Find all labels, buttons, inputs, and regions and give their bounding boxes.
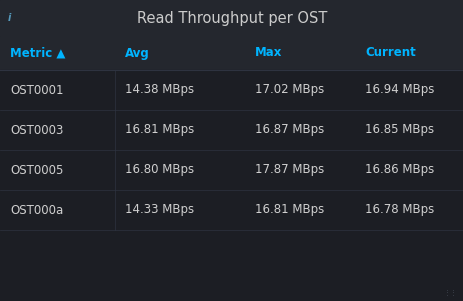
Text: OST000a: OST000a <box>10 203 63 216</box>
Text: OST0001: OST0001 <box>10 83 63 97</box>
Text: Metric ▲: Metric ▲ <box>10 46 65 60</box>
Bar <box>0 70 463 110</box>
Text: OST0005: OST0005 <box>10 163 63 176</box>
Bar <box>0 110 463 150</box>
Bar <box>0 230 463 301</box>
Text: 14.38 MBps: 14.38 MBps <box>125 83 194 97</box>
Text: 16.87 MBps: 16.87 MBps <box>255 123 324 136</box>
Text: 16.86 MBps: 16.86 MBps <box>364 163 433 176</box>
Bar <box>0 0 463 36</box>
Text: Avg: Avg <box>125 46 150 60</box>
Text: ⋮⋮: ⋮⋮ <box>443 289 457 295</box>
Text: 16.81 MBps: 16.81 MBps <box>125 123 194 136</box>
Bar <box>0 150 463 190</box>
Text: 16.80 MBps: 16.80 MBps <box>125 163 194 176</box>
Text: 17.87 MBps: 17.87 MBps <box>255 163 324 176</box>
Text: 17.02 MBps: 17.02 MBps <box>255 83 324 97</box>
Bar <box>0 190 463 230</box>
Text: Max: Max <box>255 46 282 60</box>
Text: 16.78 MBps: 16.78 MBps <box>364 203 433 216</box>
Text: 16.94 MBps: 16.94 MBps <box>364 83 433 97</box>
Text: 16.81 MBps: 16.81 MBps <box>255 203 324 216</box>
Text: OST0003: OST0003 <box>10 123 63 136</box>
Bar <box>0 36 463 70</box>
Text: Current: Current <box>364 46 415 60</box>
Text: 14.33 MBps: 14.33 MBps <box>125 203 194 216</box>
Text: 16.85 MBps: 16.85 MBps <box>364 123 433 136</box>
Text: i: i <box>8 13 12 23</box>
Text: Read Throughput per OST: Read Throughput per OST <box>137 11 326 26</box>
